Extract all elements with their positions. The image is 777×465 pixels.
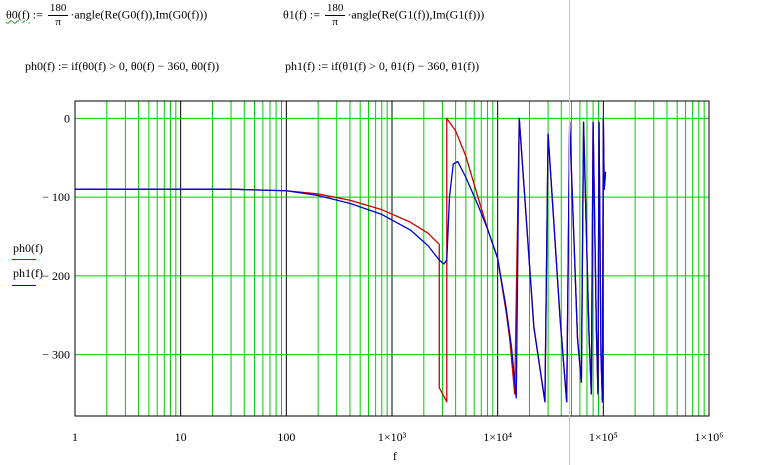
theta0-lhs: θ0(f) xyxy=(6,7,30,22)
legend-line-ph0 xyxy=(12,259,36,260)
x-tick-label: 1×10³ xyxy=(378,430,407,444)
theta1-rhs: ·angle(Re(G1(f)),Im(G1(f))) xyxy=(347,7,485,22)
x-axis-label: f xyxy=(393,449,397,463)
x-tick-label: 1×10⁶ xyxy=(695,430,724,444)
fraction-180-over-pi: 180 π xyxy=(324,2,346,29)
series-line-ph1 xyxy=(75,117,607,403)
fraction-numerator: 180 xyxy=(324,2,346,16)
x-tick-label: 10 xyxy=(175,430,187,444)
y-tick-label: 0 xyxy=(64,111,70,125)
fraction-denominator: π xyxy=(55,16,61,28)
assign-operator: := xyxy=(32,7,43,22)
plot-series xyxy=(75,117,607,403)
ph1-equation[interactable]: ph1(f) := if(θ1(f) > 0, θ1(f) − 360, θ1(… xyxy=(285,59,480,73)
y-tick-label: − 200 xyxy=(42,269,70,283)
legend-line-ph1 xyxy=(12,285,36,286)
theta0-equation[interactable]: θ0(f) := 180 π ·angle(Re(G0(f)),Im(G0(f)… xyxy=(6,2,207,29)
theta1-lhs: θ1(f) xyxy=(283,7,307,22)
y-tick-label: − 100 xyxy=(42,190,70,204)
ph0-equation[interactable]: ph0(f) := if(θ0(f) > 0, θ0(f) − 360, θ0(… xyxy=(25,59,220,73)
crosshair-cursor-line xyxy=(569,0,570,465)
fraction-denominator: π xyxy=(332,16,338,28)
theta1-equation[interactable]: θ1(f) := 180 π ·angle(Re(G1(f)),Im(G1(f)… xyxy=(283,2,484,29)
fraction-180-over-pi: 180 π xyxy=(47,2,69,29)
plot-axes: 1 10 100 1×10³ 1×10⁴ 1×10⁵ 1×10⁶ 0 − 100 − 200 − 3… xyxy=(42,100,724,463)
plot-frame xyxy=(74,100,710,417)
fraction-numerator: 180 xyxy=(47,2,69,16)
plot-grid xyxy=(75,101,709,416)
x-tick-label: 1×10⁵ xyxy=(589,430,618,444)
x-tick-label: 1×10⁴ xyxy=(483,430,512,444)
x-tick-label: 100 xyxy=(277,430,295,444)
x-tick-label: 1 xyxy=(72,430,78,444)
legend-label-ph1[interactable]: ph1(f) xyxy=(13,266,43,280)
legend-label-ph0[interactable]: ph0(f) xyxy=(13,241,43,255)
theta0-rhs: ·angle(Re(G0(f)),Im(G0(f))) xyxy=(70,7,208,22)
assign-operator: := xyxy=(309,7,320,22)
y-tick-label: − 300 xyxy=(42,348,70,362)
series-line-ph0 xyxy=(75,117,607,403)
